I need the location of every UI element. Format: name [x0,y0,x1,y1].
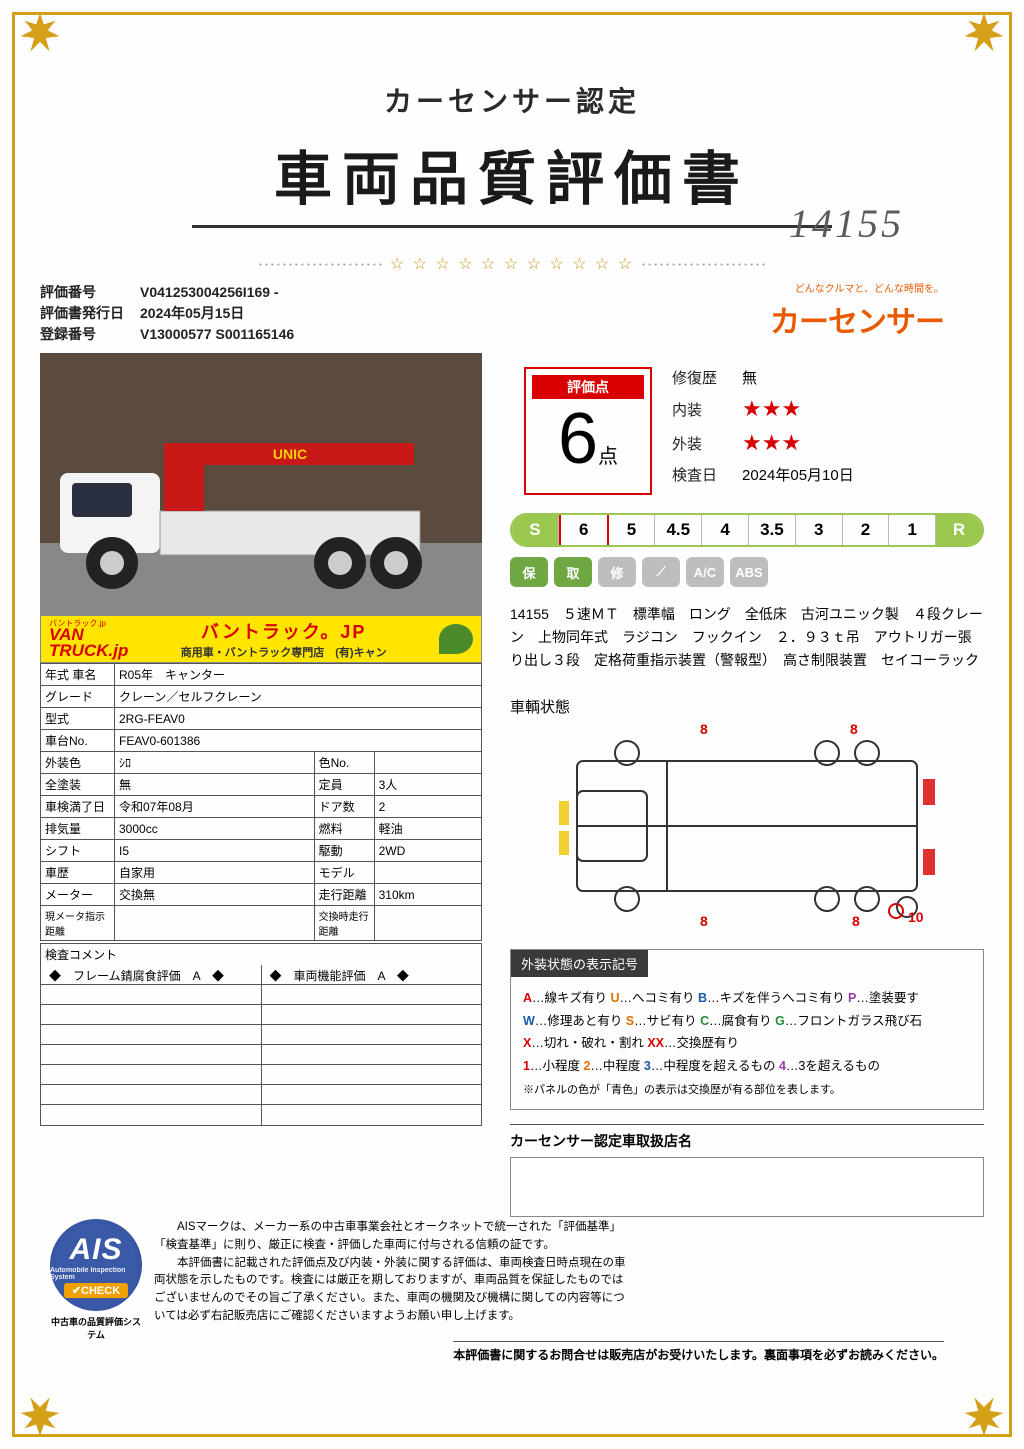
interior-stars: ★★★ [742,396,801,422]
scale-cell: S [512,515,559,545]
scale-cell: 3.5 [749,515,796,545]
ais-disclaimer: AISマークは、メーカー系の中古車事業会社とオークネットで統一された「評価基準」… [154,1219,630,1326]
spec-table: 年式 車名R05年 キャンター グレードクレーン／セルフクレーン 型式2RG-F… [40,663,482,941]
badge-icon: A/C [686,557,724,587]
issue-date: 2024年05月15日 [140,303,244,324]
damage-marker: 8 [700,913,708,929]
repair-history: 無 [742,367,757,388]
dealer-banner: バントラック.jp VAN TRUCK.jp バントラック。JP 商用車・バント… [40,615,482,663]
scale-cell: 4.5 [655,515,702,545]
diagram-title: 車輌状態 [510,696,984,717]
exterior-stars: ★★★ [742,430,801,456]
inspection-date: 2024年05月10日 [742,464,854,485]
dealer-name-title: カーセンサー認定車取扱店名 [510,1124,984,1151]
reg-number: V13000577 S001165146 [140,324,294,345]
meta-label: 登録番号 [40,324,140,345]
footnote: 本評価書に関するお問合せは販売店がお受けいたします。裏面事項を必ずお読みください… [453,1341,944,1363]
inspection-title: 検査コメント [40,943,482,965]
score-label: 評価点 [532,375,644,399]
scale-cell: 1 [889,515,936,545]
score-scale: S654.543.5321R [510,513,984,547]
badge-icon: 修 [598,557,636,587]
scale-cell: 5 [609,515,656,545]
svg-text:UNIC: UNIC [273,446,307,462]
badge-icon: ABS [730,557,768,587]
inspection-grid: ◆ フレーム錆腐食評価 A ◆◆ 車両機能評価 A ◆ [40,965,482,1126]
damage-marker: 8 [852,913,860,929]
leaf-icon [439,624,473,654]
legend-title: 外装状態の表示記号 [511,950,648,977]
star-divider: ･････････････････････ ☆ ☆ ☆ ☆ ☆ ☆ ☆ ☆ ☆ … [40,254,984,274]
vehicle-photo: UNIC [40,353,482,615]
badge-icon: 取 [554,557,592,587]
badge-icon: ⟋ [642,557,680,587]
damage-marker: 8 [700,721,708,737]
meta-label: 評価書発行日 [40,303,140,324]
damage-marker: 8 [850,721,858,737]
ais-logo-icon: AIS Automobile Inspection System ✔CHECK [50,1219,142,1311]
score-value: 6 [558,399,598,479]
subtitle: カーセンサー認定 [40,80,984,120]
legend-box: 外装状態の表示記号 A…線キズ有り U…へコミ有り B…キズを伴うへコミ有り P… [510,949,984,1110]
score-block: 評価点 6点 修復歴無 内装★★★ 外装★★★ 検査日2024年05月10日 [510,353,984,509]
scale-cell: 3 [796,515,843,545]
dealer-sub: 商用車・バントラック専門店 (有)キャン [136,644,431,660]
handwritten-number: 14155 [789,200,904,247]
vehicle-diagram: 8 8 8 8 10 [510,721,984,931]
ais-sub: 中古車の品質評価システム [50,1315,142,1341]
page-title: 車両品質評価書 [274,132,750,216]
damage-marker: 10 [908,909,924,925]
badges-row: 保取修⟋A/CABS [510,557,984,587]
scale-cell: 2 [843,515,890,545]
scale-cell: 4 [702,515,749,545]
badge-icon: 保 [510,557,548,587]
scale-cell: R [936,515,982,545]
dealer-name: バントラック。JP [136,618,431,644]
brand-tagline: どんなクルマと、どんな時間を。 [770,280,944,295]
brand-logo: カーセンサー [770,297,944,341]
eval-number: V041253004256I169 - [140,282,279,303]
description-text: 14155 ５速ＭＴ 標準幅 ロング 全低床 古河ユニック製 ４段クレーン 上物… [510,603,984,672]
dealer-name-field [510,1157,984,1217]
meta-label: 評価番号 [40,282,140,303]
scale-cell: 6 [559,513,609,547]
